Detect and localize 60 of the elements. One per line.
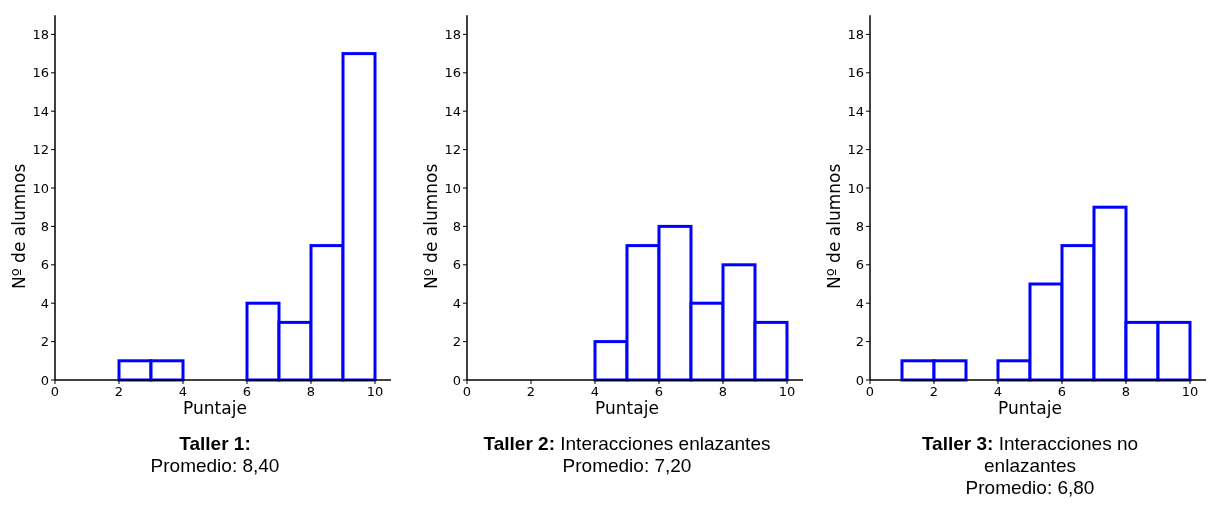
y-tick-label: 8 — [452, 218, 461, 234]
x-tick-label: 2 — [929, 384, 939, 399]
text: Taller 2: Interacciones enlazantes — [483, 433, 771, 454]
y-tick-label: 12 — [847, 142, 864, 158]
y-tick-label: 10 — [32, 180, 49, 196]
text: Promedio: 7,20 — [562, 455, 692, 476]
x-axis-title: Puntaje — [595, 398, 659, 418]
x-tick-label: 4 — [590, 384, 600, 399]
y-tick-label: 8 — [855, 218, 864, 234]
y-tick-label: 6 — [855, 257, 864, 273]
y-axis-title: Nº de alumnos — [824, 163, 844, 290]
x-axis-title: Puntaje — [998, 398, 1062, 418]
text: Taller 3: Interacciones no enlazantes — [921, 433, 1139, 476]
text: Promedio: 8,40 — [150, 455, 280, 476]
x-tick-label: 6 — [242, 384, 252, 399]
x-tick-label: 8 — [718, 384, 728, 399]
y-tick-label: 4 — [855, 295, 864, 311]
y-tick-label: 16 — [444, 65, 461, 81]
y-tick-label: 14 — [847, 103, 864, 119]
x-tick-label: 0 — [50, 384, 60, 399]
x-tick-label: 4 — [993, 384, 1003, 399]
y-tick-label: 6 — [40, 257, 49, 273]
y-tick-label: 8 — [40, 218, 49, 234]
y-tick-label: 12 — [444, 142, 461, 158]
x-tick-label: 2 — [526, 384, 536, 399]
y-tick-label: 18 — [32, 26, 49, 42]
y-tick-label: 18 — [444, 26, 461, 42]
y-tick-label: 10 — [847, 180, 864, 196]
x-tick-label: 0 — [865, 384, 875, 399]
y-tick-label: 4 — [40, 295, 49, 311]
y-axis-title: Nº de alumnos — [421, 163, 441, 290]
x-tick-label: 6 — [1057, 384, 1067, 399]
x-tick-label: 10 — [1181, 384, 1199, 399]
y-tick-label: 16 — [32, 65, 49, 81]
y-tick-label: 10 — [444, 180, 461, 196]
y-tick-label: 2 — [855, 334, 864, 350]
text: Taller 1: — [179, 433, 251, 454]
text: Promedio: 6,80 — [965, 477, 1095, 498]
y-tick-label: 14 — [444, 103, 461, 119]
y-tick-label: 2 — [452, 334, 461, 350]
y-tick-label: 4 — [452, 295, 461, 311]
x-tick-label: 4 — [178, 384, 188, 399]
x-tick-label: 8 — [1121, 384, 1131, 399]
y-tick-label: 12 — [32, 142, 49, 158]
y-tick-label: 0 — [855, 372, 864, 388]
y-axis-title: Nº de alumnos — [9, 163, 29, 290]
y-tick-label: 2 — [40, 334, 49, 350]
x-tick-label: 0 — [462, 384, 472, 399]
x-tick-label: 6 — [654, 384, 664, 399]
y-tick-label: 6 — [452, 257, 461, 273]
x-tick-label: 8 — [306, 384, 316, 399]
x-tick-label: 10 — [778, 384, 796, 399]
y-tick-label: 18 — [847, 26, 864, 42]
x-tick-label: 2 — [114, 384, 124, 399]
x-axis-title: Puntaje — [183, 398, 247, 418]
y-tick-label: 0 — [40, 372, 49, 388]
y-tick-label: 0 — [452, 372, 461, 388]
y-tick-label: 16 — [847, 65, 864, 81]
x-tick-label: 10 — [366, 384, 384, 399]
y-tick-label: 14 — [32, 103, 49, 119]
